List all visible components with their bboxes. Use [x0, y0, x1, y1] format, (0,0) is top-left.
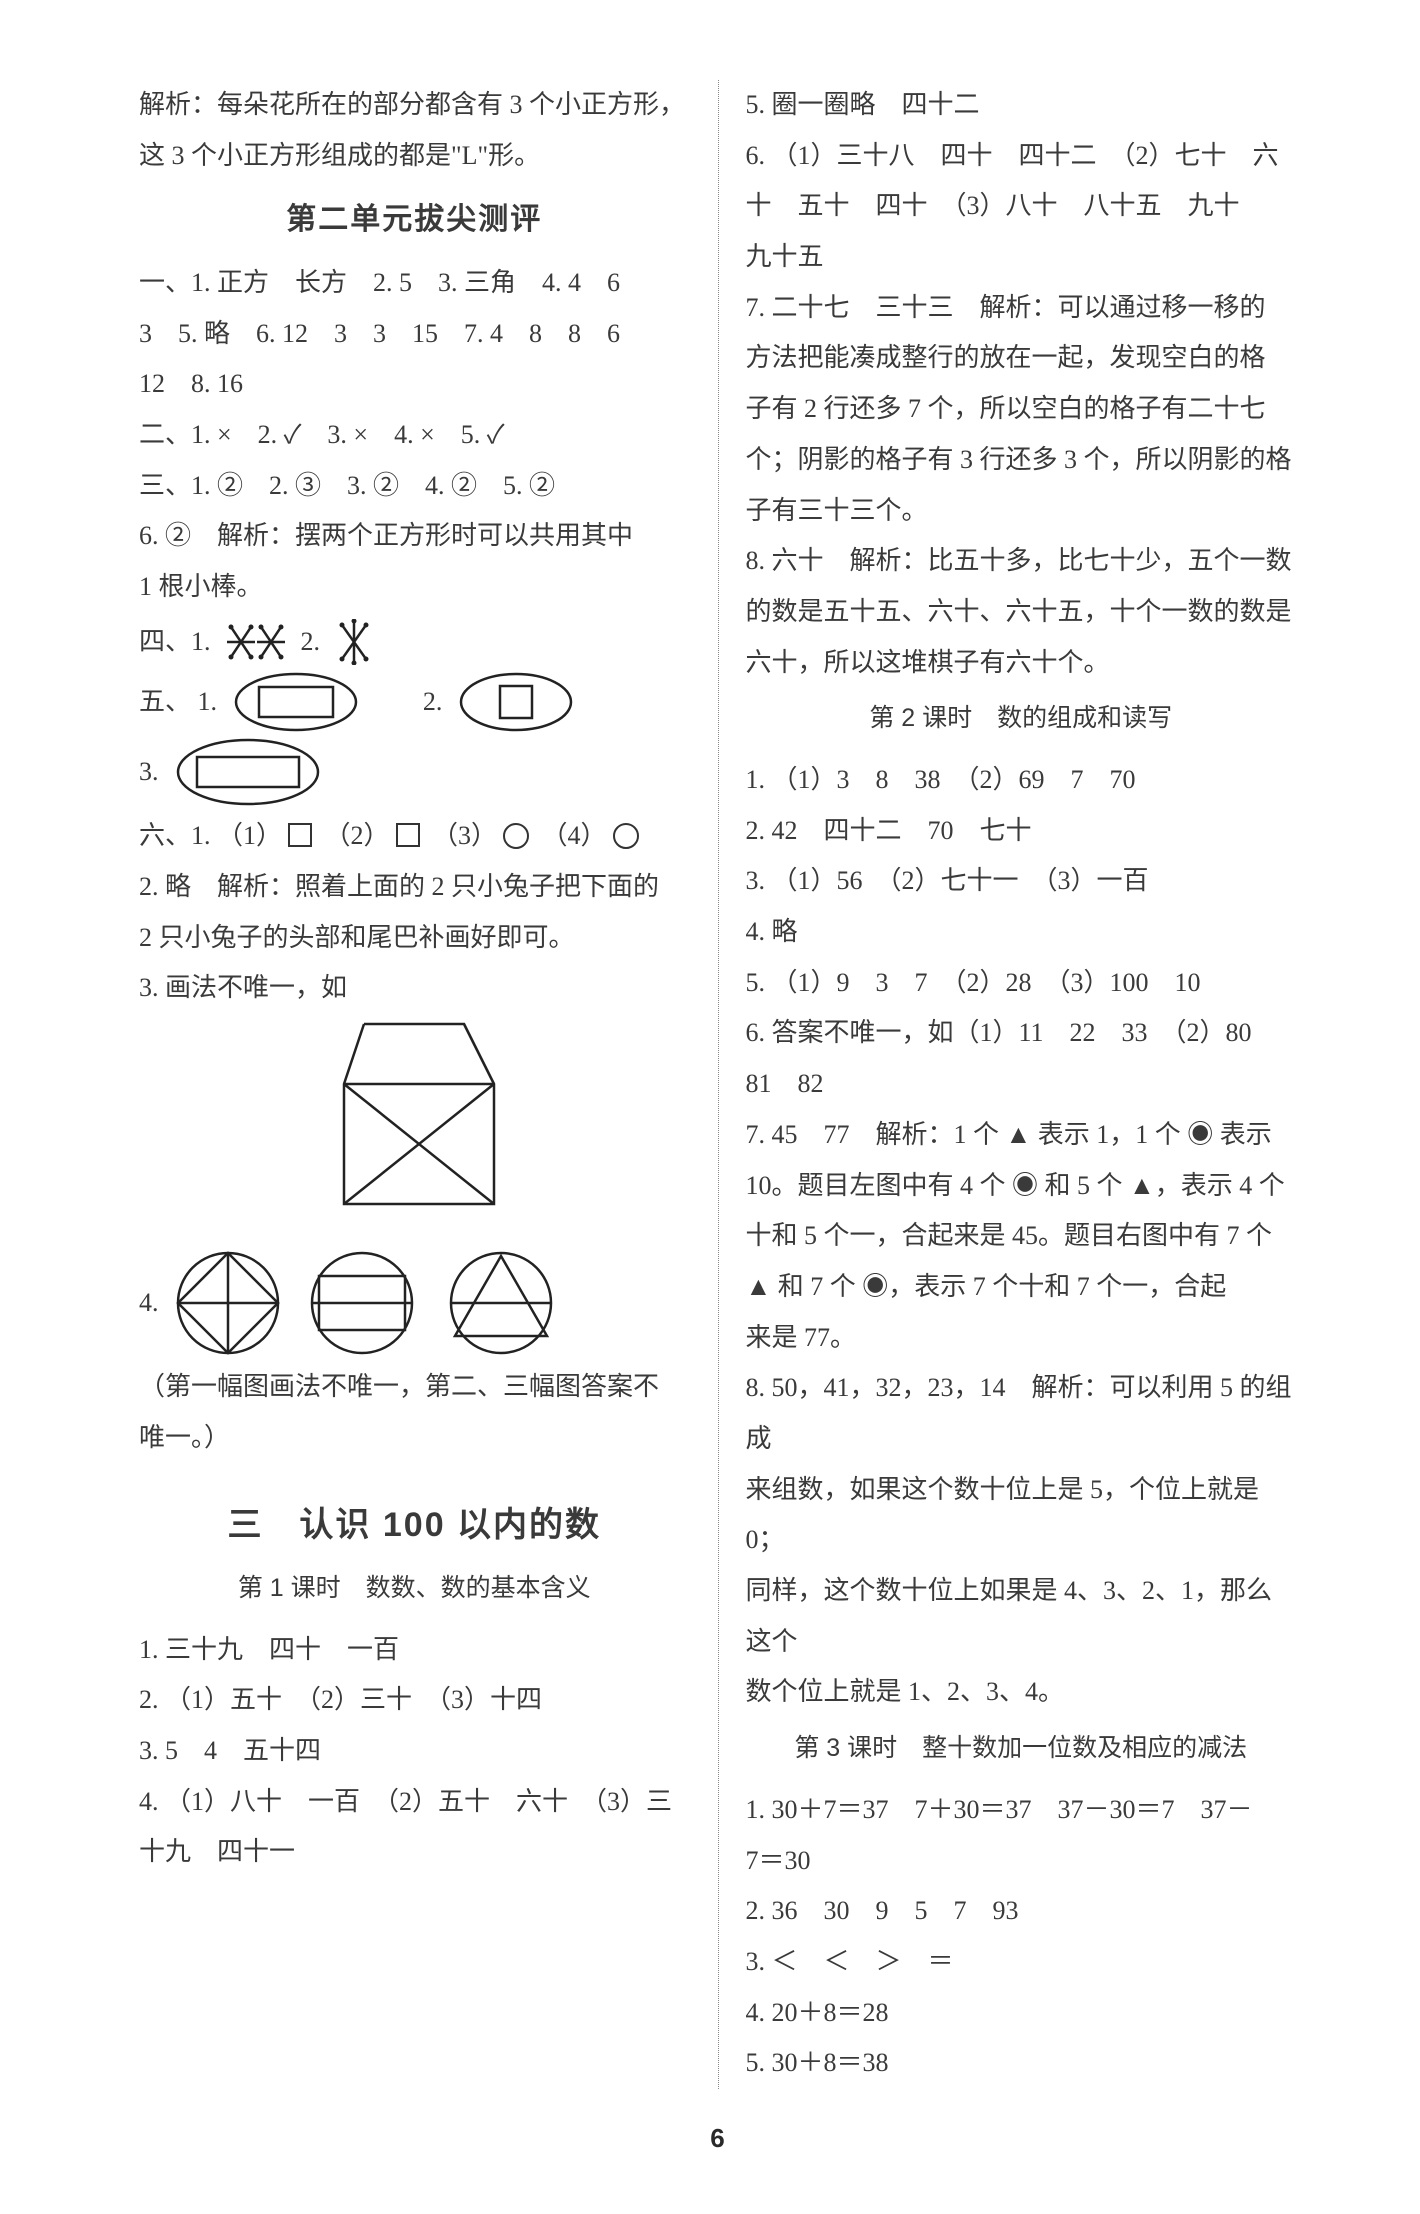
- l2-q6a: 6. 答案不唯一，如（1）11 22 33 （2）80: [746, 1008, 1297, 1059]
- sec6-note1: （第一幅图画法不唯一，第二、三幅图答案不: [139, 1362, 690, 1413]
- sec5-label-1: 五、 1.: [139, 677, 217, 728]
- sec6-q4: 4.: [139, 1278, 159, 1329]
- circle-rect-icon: [297, 1248, 427, 1358]
- sec6-q2a: 2. 略 解析：照着上面的 2 只小兔子把下面的: [139, 862, 690, 913]
- l2-q7a: 7. 45 77 解析：1 个 ▲ 表示 1，1 个 ◉ 表示: [746, 1110, 1297, 1161]
- l3-q2: 2. 36 30 9 5 7 93: [746, 1886, 1297, 1937]
- sec6-note2: 唯一。）: [139, 1413, 690, 1464]
- sec6-4: （4）: [542, 821, 607, 850]
- sec6-q2b: 2 只小兔子的头部和尾巴补画好即可。: [139, 913, 690, 964]
- l1-q4b: 十九 四十一: [139, 1827, 690, 1878]
- lesson3-heading: 第 3 课时 整十数加一位数及相应的减法: [746, 1724, 1297, 1773]
- ellipse-rect-icon-2: [173, 737, 323, 807]
- two-column-layout: 解析：每朵花所在的部分都含有 3 个小正方形， 这 3 个小正方形组成的都是"L…: [125, 80, 1310, 2089]
- circle-triangle-icon: [441, 1248, 561, 1358]
- r-q5: 5. 圈一圈略 四十二: [746, 80, 1297, 131]
- circle-diamond-icon: [173, 1248, 283, 1358]
- ellipse-square-icon: [456, 671, 576, 733]
- r-q8b: 的数是五十五、六十、六十五，十个一数的数是: [746, 587, 1297, 638]
- l2-q7e: 来是 77。: [746, 1313, 1297, 1364]
- l2-q8d: 数个位上就是 1、2、3、4。: [746, 1667, 1297, 1718]
- l1-q1: 1. 三十九 四十 一百: [139, 1625, 690, 1676]
- r-q7e: 子有三十三个。: [746, 486, 1297, 537]
- chapter-heading: 三 认识 100 以内的数: [139, 1492, 690, 1558]
- sec4-row: 四、1. 2.: [139, 617, 690, 668]
- r-q8a: 8. 六十 解析：比五十多，比七十少，五个一数: [746, 536, 1297, 587]
- l1-q2: 2. （1）五十 （2）三十 （3）十四: [139, 1675, 690, 1726]
- l2-q6b: 81 82: [746, 1059, 1297, 1110]
- r-q6a: 6. （1）三十八 四十 四十二 （2）七十 六: [746, 131, 1297, 182]
- sec6-line1: 六、1. （1） （2） （3） （4）: [139, 811, 690, 862]
- l1-q3: 3. 5 4 五十四: [139, 1726, 690, 1777]
- sec5-label-3: 3.: [139, 747, 159, 798]
- l1-q4a: 4. （1）八十 一百 （2）五十 六十 （3）三: [139, 1777, 690, 1828]
- sec6-q3: 3. 画法不唯一，如: [139, 963, 690, 1014]
- column-divider: [718, 80, 719, 2089]
- asterisk-pair-icon: [225, 619, 287, 665]
- sec4-label-1: 四、1.: [139, 617, 211, 668]
- page-number: 6: [125, 2113, 1310, 2164]
- r-q7a: 7. 二十七 三十三 解析：可以通过移一移的: [746, 283, 1297, 334]
- square-icon: [396, 823, 420, 847]
- intro-line-1: 解析：每朵花所在的部分都含有 3 个小正方形，: [139, 80, 690, 131]
- l3-q3: 3. ＜ ＜ ＞ ＝: [746, 1937, 1297, 1988]
- l2-q2: 2. 42 四十二 70 七十: [746, 806, 1297, 857]
- l2-q7d: ▲ 和 7 个 ◉，表示 7 个十和 7 个一，合起: [746, 1262, 1297, 1313]
- l3-q1b: 7＝30: [746, 1836, 1297, 1887]
- sec1-line2: 3 5. 略 6. 12 3 3 15 7. 4 8 8 6: [139, 309, 690, 360]
- l2-q4: 4. 略: [746, 907, 1297, 958]
- sec1-line3: 12 8. 16: [139, 359, 690, 410]
- r-q8c: 六十，所以这堆棋子有六十个。: [746, 638, 1297, 689]
- l2-q8b: 来组数，如果这个数十位上是 5，个位上就是 0；: [746, 1465, 1297, 1566]
- l2-q3: 3. （1）56 （2）七十一 （3）一百: [746, 856, 1297, 907]
- diagram-3: [139, 1014, 690, 1244]
- sec5-row1: 五、 1. 2.: [139, 671, 690, 733]
- l3-q1a: 1. 30＋7＝37 7＋30＝37 37－30＝7 37－: [746, 1785, 1297, 1836]
- ellipse-rect-icon-1: [231, 671, 361, 733]
- sec5-row2: 3.: [139, 737, 690, 807]
- l2-q7c: 十和 5 个一，合起来是 45。题目右图中有 7 个: [746, 1211, 1297, 1262]
- l2-q8a: 8. 50，41，32，23，14 解析：可以利用 5 的组成: [746, 1363, 1297, 1464]
- l2-q7b: 10。题目左图中有 4 个 ◉ 和 5 个 ▲，表示 4 个: [746, 1161, 1297, 1212]
- l2-q8c: 同样，这个数十位上如果是 4、3、2、1，那么这个: [746, 1566, 1297, 1667]
- circle-icon: [503, 823, 529, 849]
- r-q6b: 十 五十 四十 （3）八十 八十五 九十: [746, 181, 1297, 232]
- lesson1-heading: 第 1 课时 数数、数的基本含义: [139, 1564, 690, 1613]
- left-column: 解析：每朵花所在的部分都含有 3 个小正方形， 这 3 个小正方形组成的都是"L…: [125, 80, 718, 2089]
- sec3: 三、1. ② 2. ③ 3. ② 4. ② 5. ②: [139, 461, 690, 512]
- r-q7d: 个；阴影的格子有 3 行还多 3 个，所以阴影的格: [746, 435, 1297, 486]
- r-q6c: 九十五: [746, 232, 1297, 283]
- sec6-2: （2）: [325, 821, 390, 850]
- sec6-3: （3）: [432, 821, 497, 850]
- sec5-label-2: 2.: [423, 677, 443, 728]
- right-column: 5. 圈一圈略 四十二 6. （1）三十八 四十 四十二 （2）七十 六 十 五…: [718, 80, 1311, 2089]
- sec6-1: 六、1. （1）: [139, 821, 282, 850]
- sec3-2a: 6. ② 解析：摆两个正方形时可以共用其中: [139, 511, 690, 562]
- r-q7b: 方法把能凑成整行的放在一起，发现空白的格: [746, 333, 1297, 384]
- sec3-2b: 1 根小棒。: [139, 562, 690, 613]
- intro-line-2: 这 3 个小正方形组成的都是"L"形。: [139, 131, 690, 182]
- sec1-line1: 一、1. 正方 长方 2. 5 3. 三角 4. 4 6: [139, 258, 690, 309]
- square-icon: [288, 823, 312, 847]
- l3-q4: 4. 20＋8＝28: [746, 1988, 1297, 2039]
- sec6-q4-row: 4.: [139, 1248, 690, 1358]
- r-q7c: 子有 2 行还多 7 个，所以空白的格子有二十七: [746, 384, 1297, 435]
- asterisk-single-icon: [334, 619, 374, 665]
- sec4-label-2: 2.: [301, 617, 321, 668]
- circle-icon: [613, 823, 639, 849]
- lesson2-heading: 第 2 课时 数的组成和读写: [746, 694, 1297, 743]
- unit-heading: 第二单元拔尖测评: [139, 191, 690, 250]
- l2-q1: 1. （1）3 8 38 （2）69 7 70: [746, 755, 1297, 806]
- l2-q5: 5. （1）9 3 7 （2）28 （3）100 10: [746, 958, 1297, 1009]
- sec2: 二、1. × 2. ✓ 3. × 4. × 5. ✓: [139, 410, 690, 461]
